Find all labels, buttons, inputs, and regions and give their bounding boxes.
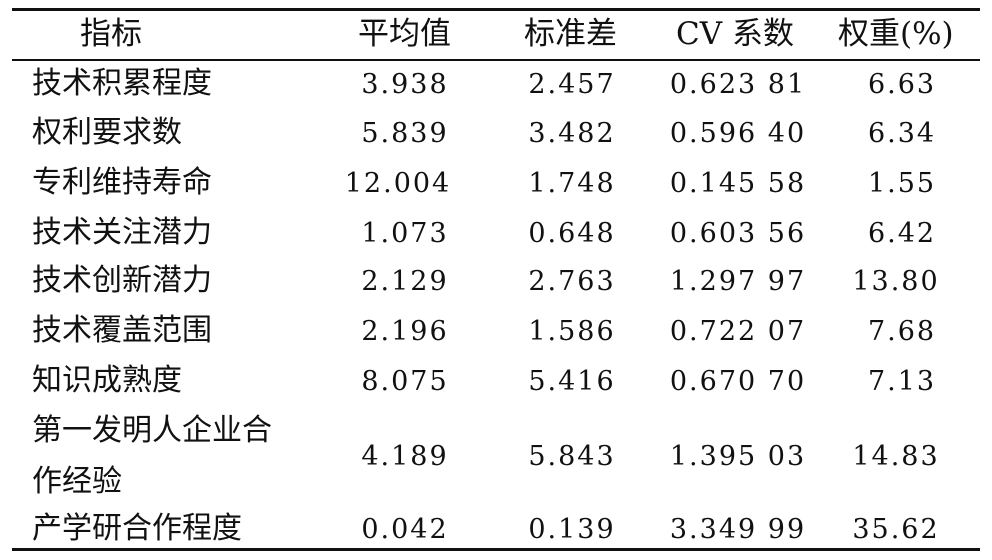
- row-mean: 1.073: [361, 218, 449, 249]
- row-sd: 1.586: [528, 316, 616, 347]
- row-mean: 3.938: [361, 69, 449, 100]
- row-weight: 14.83: [852, 441, 940, 472]
- row-sd: 2.763: [528, 266, 616, 297]
- row-weight: 7.13: [867, 366, 937, 397]
- row-cv: 0.670 70: [669, 366, 807, 397]
- row-cv: 0.145 58: [669, 168, 807, 199]
- row-mean: 5.839: [361, 118, 449, 149]
- header-rule: [12, 59, 980, 61]
- top-rule: [12, 8, 980, 11]
- row-sd: 0.139: [528, 514, 616, 545]
- bottom-rule: [12, 548, 980, 551]
- row-cv: 0.603 56: [669, 218, 807, 249]
- row-weight: 6.34: [867, 118, 937, 149]
- row-cv: 0.596 40: [669, 118, 807, 149]
- row-weight: 1.55: [867, 168, 937, 199]
- row-mean: 8.075: [361, 366, 449, 397]
- header-cv: CV 系数: [676, 16, 794, 52]
- row-name: 知识成熟度: [32, 363, 182, 398]
- row-name: 技术创新潜力: [32, 263, 212, 298]
- row-mean: 0.042: [361, 514, 449, 545]
- row-mean: 12.004: [344, 168, 452, 199]
- row-mean: 4.189: [361, 441, 449, 472]
- row-weight: 6.63: [867, 69, 937, 100]
- row-weight: 7.68: [867, 316, 937, 347]
- row-weight: 35.62: [852, 514, 940, 545]
- row-mean: 2.196: [361, 316, 449, 347]
- row-weight: 6.42: [867, 218, 937, 249]
- row-cv: 0.722 07: [669, 316, 807, 347]
- row-cv: 3.349 99: [669, 514, 807, 545]
- row-name: 产学研合作程度: [32, 511, 242, 546]
- row-cv: 0.623 81: [669, 69, 807, 100]
- row-sd: 2.457: [528, 69, 616, 100]
- row-name: 技术关注潜力: [32, 215, 212, 250]
- row-name-line2: 作经验: [32, 464, 122, 499]
- row-sd: 3.482: [528, 118, 616, 149]
- row-name: 权利要求数: [32, 115, 182, 150]
- row-weight: 13.80: [852, 266, 940, 297]
- header-mean: 平均值: [358, 16, 451, 52]
- row-sd: 0.648: [528, 218, 616, 249]
- row-sd: 5.843: [528, 441, 616, 472]
- row-sd: 5.416: [528, 366, 616, 397]
- row-name: 技术积累程度: [32, 66, 212, 101]
- header-weight: 权重(%): [838, 16, 954, 52]
- header-indicator: 指标: [80, 16, 142, 52]
- row-sd: 1.748: [528, 168, 616, 199]
- row-name-line1: 第一发明人企业合: [32, 413, 272, 448]
- header-sd: 标准差: [524, 16, 617, 52]
- row-mean: 2.129: [361, 266, 449, 297]
- row-cv: 1.297 97: [669, 266, 807, 297]
- row-name: 技术覆盖范围: [32, 313, 212, 348]
- row-name: 专利维持寿命: [32, 165, 212, 200]
- row-cv: 1.395 03: [669, 441, 807, 472]
